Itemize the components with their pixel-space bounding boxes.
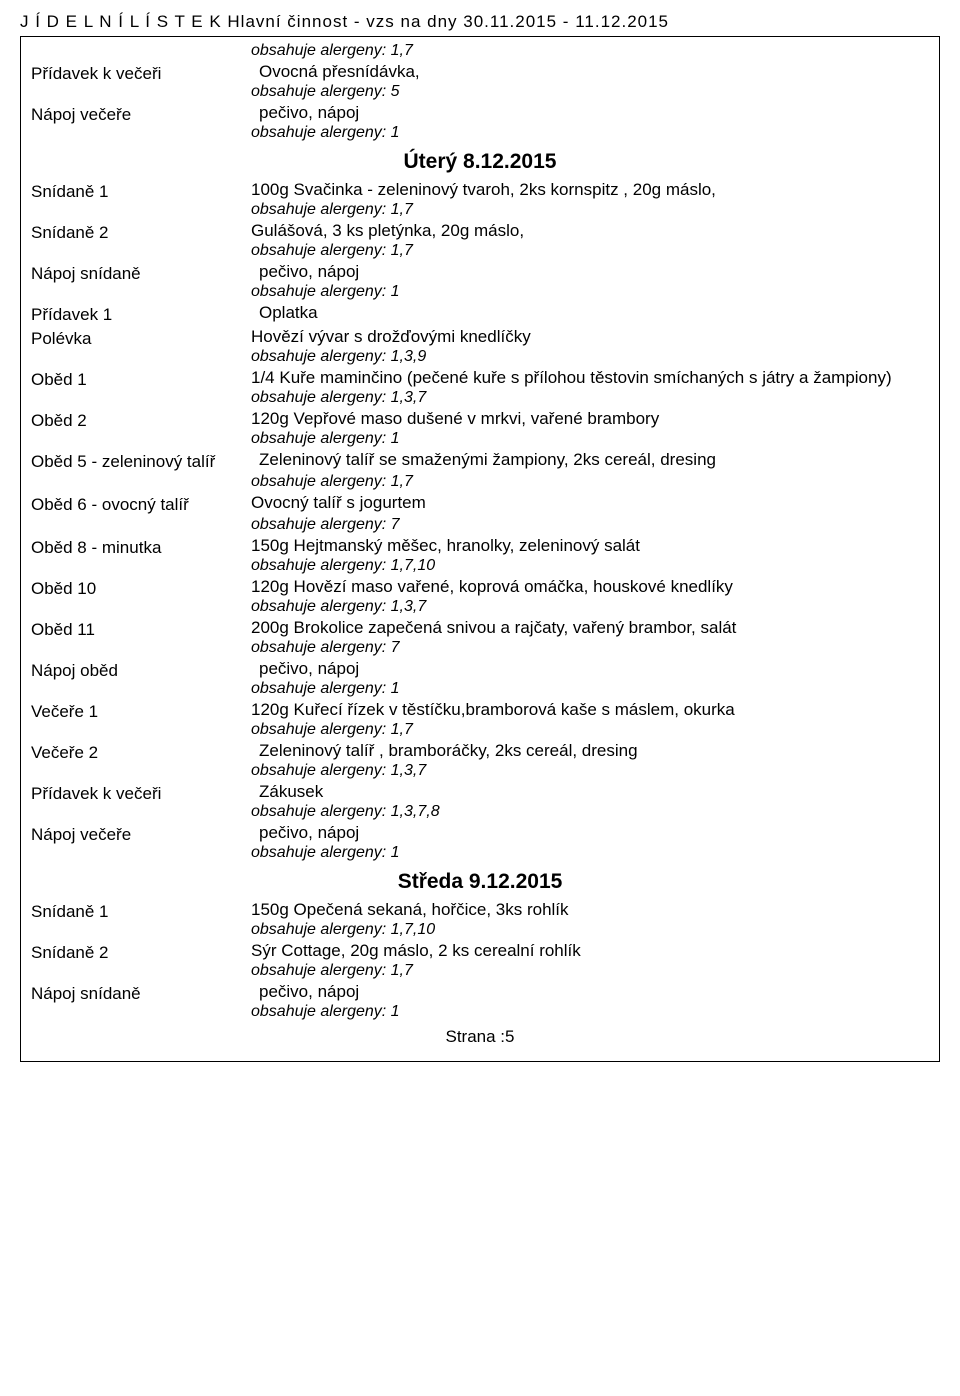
allergen-text: obsahuje alergeny: 1,7	[251, 962, 929, 980]
allergen-text: obsahuje alergeny: 1,3,7	[251, 389, 929, 407]
meal-text: 200g Brokolice zapečená snivou a rajčaty…	[251, 618, 929, 638]
allergen-text: obsahuje alergeny: 1	[251, 283, 929, 301]
meal-text: 120g Hovězí maso vařené, koprová omáčka,…	[251, 577, 929, 597]
allergen-text: obsahuje alergeny: 1	[251, 844, 929, 862]
allergen-text: obsahuje alergeny: 1,7,10	[251, 921, 929, 939]
meal-text: 150g Opečená sekaná, hořčice, 3ks rohlík	[251, 900, 929, 920]
row-snidane1-d2: Snídaně 1 150g Opečená sekaná, hořčice, …	[31, 900, 929, 939]
label: Nápoj večeře	[31, 823, 251, 862]
label: Večeře 2	[31, 741, 251, 780]
row-obed1: Oběd 1 1/4 Kuře maminčino (pečené kuře s…	[31, 368, 929, 407]
label: Oběd 1	[31, 368, 251, 407]
label: Oběd 5 - zeleninový talíř	[31, 450, 251, 491]
meal-text: Zeleninový talíř se smaženými žampiony, …	[251, 450, 929, 470]
allergen-text: obsahuje alergeny: 1,7,10	[251, 557, 929, 575]
row-napoj-snidane: Nápoj snídaně pečivo, nápoj obsahuje ale…	[31, 262, 929, 301]
meal-text: Ovocný talíř s jogurtem	[251, 493, 929, 513]
page-footer: Strana :5	[31, 1027, 929, 1047]
allergen-text: obsahuje alergeny: 5	[251, 83, 929, 101]
meal-text: pečivo, nápoj	[251, 103, 929, 123]
row-napoj-obed: Nápoj oběd pečivo, nápoj obsahuje alerge…	[31, 659, 929, 698]
row-polevka: Polévka Hovězí vývar s drožďovými knedlí…	[31, 327, 929, 366]
label: Přídavek 1	[31, 303, 251, 325]
row-vecere1: Večeře 1 120g Kuřecí řízek v těstíčku,br…	[31, 700, 929, 739]
allergen-text: obsahuje alergeny: 1,3,7	[251, 598, 929, 616]
label: Přídavek k večeři	[31, 782, 251, 821]
meal-text: 150g Hejtmanský měšec, hranolky, zelenin…	[251, 536, 929, 556]
label: Nápoj oběd	[31, 659, 251, 698]
meal-text: Ovocná přesnídávka,	[251, 62, 929, 82]
label: Oběd 10	[31, 577, 251, 616]
label: Večeře 1	[31, 700, 251, 739]
meal-text: 100g Svačinka - zeleninový tvaroh, 2ks k…	[251, 180, 929, 200]
allergen-text: obsahuje alergeny: 1	[251, 430, 929, 448]
allergen-text: obsahuje alergeny: 1,7	[251, 42, 929, 60]
allergen-text: obsahuje alergeny: 1,7	[251, 721, 929, 739]
allergen-text: obsahuje alergeny: 1,3,7	[251, 762, 929, 780]
row-obed10: Oběd 10 120g Hovězí maso vařené, koprová…	[31, 577, 929, 616]
row-obed11: Oběd 11 200g Brokolice zapečená snivou a…	[31, 618, 929, 657]
label: Snídaně 2	[31, 941, 251, 980]
allergen-text: obsahuje alergeny: 1,7	[251, 473, 929, 491]
label: Snídaně 1	[31, 180, 251, 219]
row-napoj-snidane-d2: Nápoj snídaně pečivo, nápoj obsahuje ale…	[31, 982, 929, 1021]
page-header: J Í D E L N Í L Í S T E K Hlavní činnost…	[20, 12, 940, 32]
row-napoj-vecere: Nápoj večeře pečivo, nápoj obsahuje aler…	[31, 823, 929, 862]
meal-text: 120g Vepřové maso dušené v mrkvi, vařené…	[251, 409, 929, 429]
row-snidane2-d2: Snídaně 2 Sýr Cottage, 20g máslo, 2 ks c…	[31, 941, 929, 980]
allergen-text: obsahuje alergeny: 1,3,9	[251, 348, 929, 366]
label: Oběd 11	[31, 618, 251, 657]
meal-text: 120g Kuřecí řízek v těstíčku,bramborová …	[251, 700, 929, 720]
meal-text: pečivo, nápoj	[251, 823, 929, 843]
row-pridavek-veceri: Přídavek k večeři Zákusek obsahuje alerg…	[31, 782, 929, 821]
menu-container: obsahuje alergeny: 1,7 Přídavek k večeři…	[20, 36, 940, 1062]
row-vecere2: Večeře 2 Zeleninový talíř , bramboráčky,…	[31, 741, 929, 780]
row-pridavek1: Přídavek 1 Oplatka	[31, 303, 929, 325]
meal-text: 1/4 Kuře maminčino (pečené kuře s příloh…	[251, 368, 929, 388]
label: Nápoj snídaně	[31, 982, 251, 1021]
row-obed5: Oběd 5 - zeleninový talíř Zeleninový tal…	[31, 450, 929, 491]
row-obed2: Oběd 2 120g Vepřové maso dušené v mrkvi,…	[31, 409, 929, 448]
label: Oběd 6 - ovocný talíř	[31, 493, 251, 534]
meal-text: Gulášová, 3 ks pletýnka, 20g máslo,	[251, 221, 929, 241]
label: Oběd 2	[31, 409, 251, 448]
label: Oběd 8 - minutka	[31, 536, 251, 575]
day-title-utery: Úterý 8.12.2015	[31, 150, 929, 174]
allergen-text: obsahuje alergeny: 1	[251, 680, 929, 698]
meal-text: pečivo, nápoj	[251, 659, 929, 679]
label: Snídaně 1	[31, 900, 251, 939]
label: Snídaně 2	[31, 221, 251, 260]
day-title-streda: Středa 9.12.2015	[31, 870, 929, 894]
row-top-allergen: obsahuje alergeny: 1,7	[31, 41, 929, 60]
meal-text: pečivo, nápoj	[251, 982, 929, 1002]
label: Nápoj snídaně	[31, 262, 251, 301]
row-snidane1: Snídaně 1 100g Svačinka - zeleninový tva…	[31, 180, 929, 219]
meal-text: Zeleninový talíř , bramboráčky, 2ks cere…	[251, 741, 929, 761]
allergen-text: obsahuje alergeny: 1,7	[251, 201, 929, 219]
row-obed8: Oběd 8 - minutka 150g Hejtmanský měšec, …	[31, 536, 929, 575]
label: Polévka	[31, 327, 251, 366]
label: Nápoj večeře	[31, 103, 251, 142]
allergen-text: obsahuje alergeny: 1,7	[251, 242, 929, 260]
allergen-text: obsahuje alergeny: 7	[251, 639, 929, 657]
meal-text: pečivo, nápoj	[251, 262, 929, 282]
allergen-text: obsahuje alergeny: 7	[251, 516, 929, 534]
allergen-text: obsahuje alergeny: 1	[251, 124, 929, 142]
row-napoj-vecere-top: Nápoj večeře pečivo, nápoj obsahuje aler…	[31, 103, 929, 142]
allergen-text: obsahuje alergeny: 1,3,7,8	[251, 803, 929, 821]
label: Přídavek k večeři	[31, 62, 251, 101]
meal-text: Sýr Cottage, 20g máslo, 2 ks cerealní ro…	[251, 941, 929, 961]
allergen-text: obsahuje alergeny: 1	[251, 1003, 929, 1021]
row-obed6: Oběd 6 - ovocný talíř Ovocný talíř s jog…	[31, 493, 929, 534]
meal-text: Zákusek	[251, 782, 929, 802]
meal-text: Hovězí vývar s drožďovými knedlíčky	[251, 327, 929, 347]
meal-text: Oplatka	[251, 303, 929, 323]
row-snidane2: Snídaně 2 Gulášová, 3 ks pletýnka, 20g m…	[31, 221, 929, 260]
row-pridavek-veceri-top: Přídavek k večeři Ovocná přesnídávka, ob…	[31, 62, 929, 101]
